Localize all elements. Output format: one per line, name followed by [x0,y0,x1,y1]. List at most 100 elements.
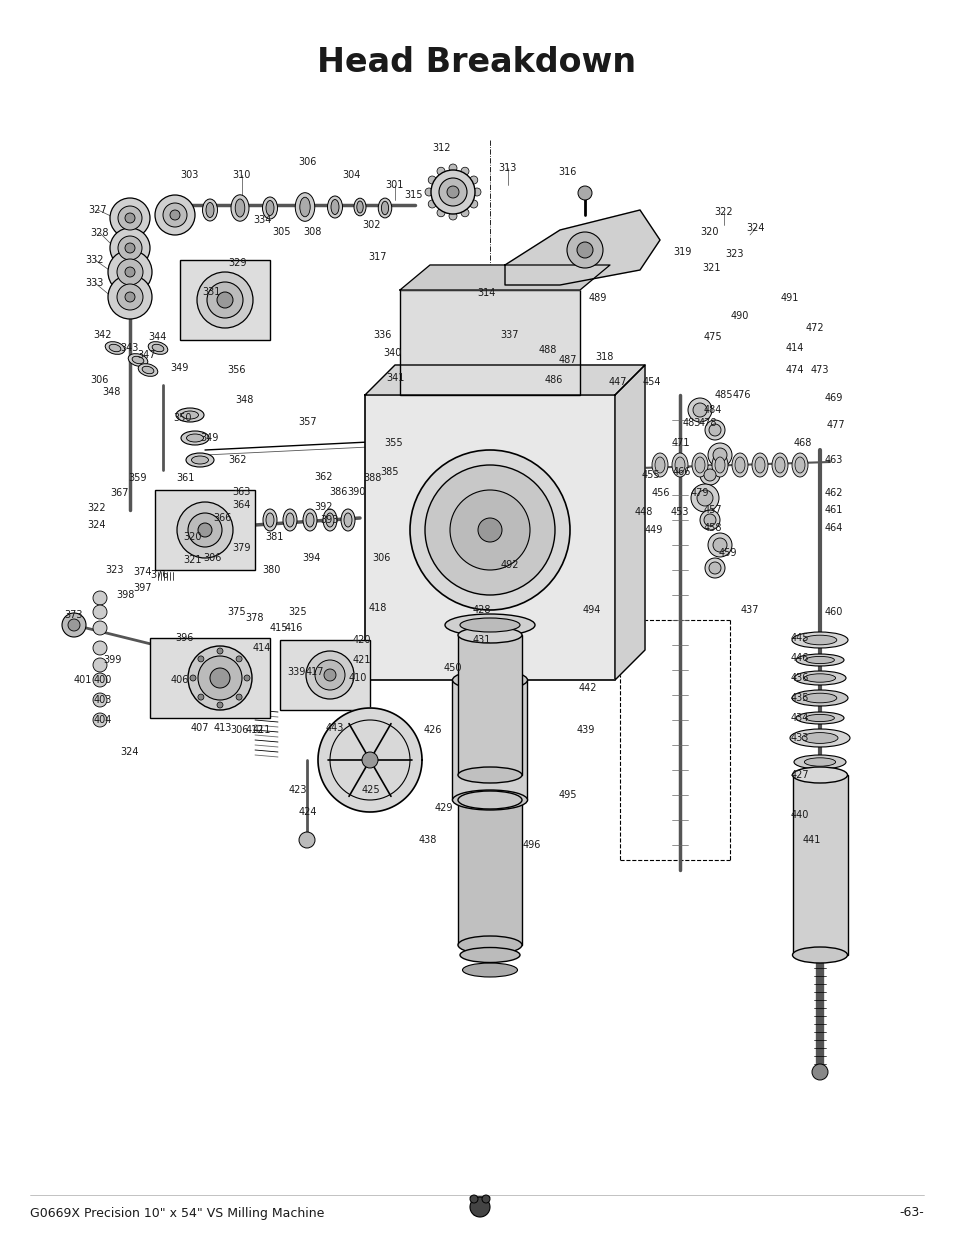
Text: 322: 322 [714,207,733,217]
Text: 367: 367 [111,488,129,498]
Circle shape [108,275,152,319]
Ellipse shape [804,714,834,721]
Text: 469: 469 [824,393,842,403]
Text: 304: 304 [342,170,361,180]
Text: 474: 474 [785,366,803,375]
Circle shape [62,613,86,637]
Text: 462: 462 [824,488,842,498]
Ellipse shape [457,936,521,953]
Text: 440: 440 [790,810,808,820]
Circle shape [324,669,335,680]
Text: 359: 359 [129,473,147,483]
Ellipse shape [356,201,363,212]
Text: 348: 348 [103,387,121,396]
Bar [180,261,270,340]
Ellipse shape [377,198,392,217]
Circle shape [436,167,444,175]
Circle shape [154,195,194,235]
Text: 340: 340 [383,348,402,358]
Circle shape [235,694,242,700]
Ellipse shape [175,408,204,422]
Text: 449: 449 [644,525,662,535]
Text: 488: 488 [538,345,557,354]
Ellipse shape [794,457,804,473]
Text: 484: 484 [703,405,721,415]
Ellipse shape [283,509,296,531]
Text: 344: 344 [149,332,167,342]
Text: 415: 415 [270,622,288,634]
Ellipse shape [235,199,245,217]
Text: 407: 407 [191,722,209,734]
Text: 306: 306 [373,553,391,563]
Circle shape [163,203,187,227]
Ellipse shape [186,453,213,467]
Text: 483: 483 [682,417,700,429]
Circle shape [578,186,592,200]
Text: 376: 376 [151,571,169,580]
Text: 357: 357 [298,417,317,427]
Ellipse shape [262,198,277,219]
Circle shape [692,403,706,417]
Ellipse shape [263,509,276,531]
Circle shape [712,448,726,462]
Text: 316: 316 [558,167,577,177]
Ellipse shape [452,790,527,810]
Circle shape [92,621,107,635]
Ellipse shape [299,198,310,217]
Text: 321: 321 [702,263,720,273]
Ellipse shape [793,755,845,769]
Ellipse shape [266,200,274,215]
Text: 425: 425 [361,785,380,795]
Text: G0669X Precision 10" x 54" VS Milling Machine: G0669X Precision 10" x 54" VS Milling Ma… [30,1207,324,1219]
Text: 466: 466 [672,467,691,477]
Circle shape [707,443,731,467]
Ellipse shape [142,367,153,374]
Text: 473: 473 [810,366,828,375]
Polygon shape [317,708,421,811]
Text: 374: 374 [133,567,152,577]
Text: 489: 489 [588,293,606,303]
Text: 486: 486 [544,375,562,385]
Text: 363: 363 [233,487,251,496]
Text: 436: 436 [790,673,808,683]
Text: 437: 437 [740,605,759,615]
Text: -63-: -63- [899,1207,923,1219]
Text: 388: 388 [363,473,382,483]
Text: 323: 323 [725,249,743,259]
Text: 496: 496 [522,840,540,850]
Text: 471: 471 [671,438,690,448]
Ellipse shape [132,356,144,364]
Text: 333: 333 [86,278,104,288]
Text: 306: 306 [231,725,249,735]
Circle shape [577,242,593,258]
Text: 461: 461 [824,505,842,515]
Ellipse shape [774,457,784,473]
Circle shape [470,1197,490,1216]
Ellipse shape [459,618,519,632]
Circle shape [108,249,152,294]
Circle shape [469,200,477,207]
Ellipse shape [791,453,807,477]
Text: 364: 364 [233,500,251,510]
Circle shape [118,236,142,261]
Text: 349: 349 [171,363,189,373]
Bar [457,635,521,776]
Circle shape [118,206,142,230]
Text: 355: 355 [384,438,403,448]
Circle shape [235,656,242,662]
Circle shape [92,673,107,687]
Circle shape [469,177,477,184]
Circle shape [92,713,107,727]
Circle shape [177,501,233,558]
Text: 306: 306 [204,553,222,563]
Text: 455: 455 [641,471,659,480]
Text: 477: 477 [826,420,844,430]
Ellipse shape [789,729,849,747]
Text: 435: 435 [790,693,808,703]
Ellipse shape [457,767,521,783]
Text: 320: 320 [184,532,202,542]
Text: 320: 320 [700,227,719,237]
Circle shape [188,646,252,710]
Text: 301: 301 [385,180,404,190]
Text: 336: 336 [374,330,392,340]
